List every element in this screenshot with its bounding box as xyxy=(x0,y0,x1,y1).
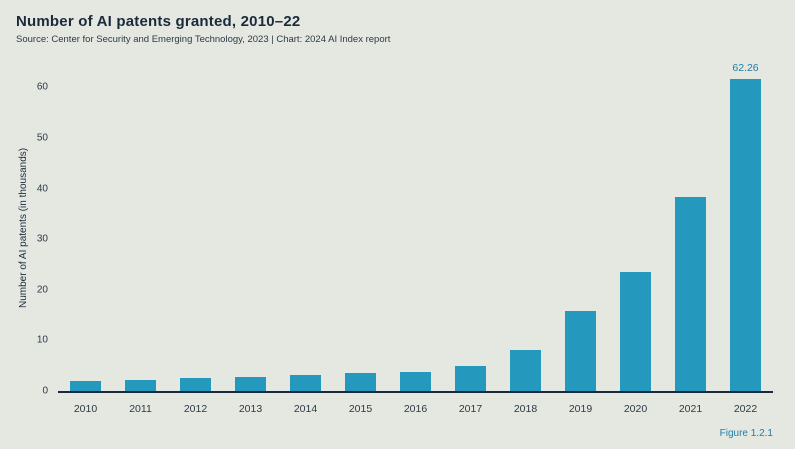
bars-container: 62.26 xyxy=(58,62,773,391)
x-tick-label: 2013 xyxy=(238,403,263,415)
bar xyxy=(290,375,321,391)
bar-slot xyxy=(663,62,718,391)
plot-area: 62.26 0 10 20 30 40 50 60 xyxy=(37,62,773,397)
bar xyxy=(70,380,101,391)
bar xyxy=(510,349,541,391)
y-tick-label: 50 xyxy=(36,132,48,144)
bar-slot xyxy=(553,62,608,391)
bar-slot: 62.26 xyxy=(718,62,773,391)
x-tick-label: 2022 xyxy=(733,403,758,415)
y-tick-label: 60 xyxy=(36,81,48,93)
x-tick-label: 2019 xyxy=(568,403,593,415)
x-tick-label: 2014 xyxy=(293,403,318,415)
bar xyxy=(125,379,156,391)
bar-slot xyxy=(608,62,663,391)
bar-value-label: 62.26 xyxy=(732,62,759,74)
y-tick-label: 10 xyxy=(36,334,48,346)
bar xyxy=(400,371,431,391)
bar-slot xyxy=(168,62,223,391)
x-tick-label: 2011 xyxy=(129,403,152,415)
bar xyxy=(345,373,376,391)
bar xyxy=(565,310,596,391)
bar xyxy=(675,197,706,391)
y-tick-label: 30 xyxy=(36,233,48,245)
x-tick-label: 2018 xyxy=(513,403,538,415)
bar-slot xyxy=(443,62,498,391)
y-tick-label: 0 xyxy=(42,385,48,397)
bar-slot xyxy=(278,62,333,391)
bar xyxy=(730,79,761,391)
y-tick-label: 40 xyxy=(36,183,48,195)
x-axis-labels: 2010 2011 2012 2013 2014 2015 2016 2017 2018 2019… xyxy=(58,396,773,415)
x-tick-label: 2016 xyxy=(403,403,428,415)
bar-slot xyxy=(223,62,278,391)
chart-title: Number of AI patents granted, 2010–22 xyxy=(16,13,301,30)
bar-slot xyxy=(333,62,388,391)
x-tick-label: 2012 xyxy=(183,403,208,415)
chart-source: Source: Center for Security and Emerging… xyxy=(16,34,391,45)
bar xyxy=(620,272,651,391)
figure-label: Figure 1.2.1 xyxy=(719,428,773,439)
x-tick-label: 2021 xyxy=(678,403,703,415)
bar-slot xyxy=(58,62,113,391)
x-tick-label: 2020 xyxy=(623,403,648,415)
bar-slot xyxy=(388,62,443,391)
bar xyxy=(180,377,211,391)
x-tick-label: 2010 xyxy=(73,403,98,415)
x-tick-label: 2017 xyxy=(458,403,483,415)
chart-header: Number of AI patents granted, 2010–22 So… xyxy=(0,0,795,45)
bar xyxy=(455,365,486,391)
bar-slot xyxy=(113,62,168,391)
x-tick-label: 2015 xyxy=(348,403,373,415)
y-tick-label: 20 xyxy=(36,284,48,296)
y-axis-label: Number of AI patents (in thousands) xyxy=(18,147,29,308)
bar-slot xyxy=(498,62,553,391)
bar xyxy=(235,377,266,391)
